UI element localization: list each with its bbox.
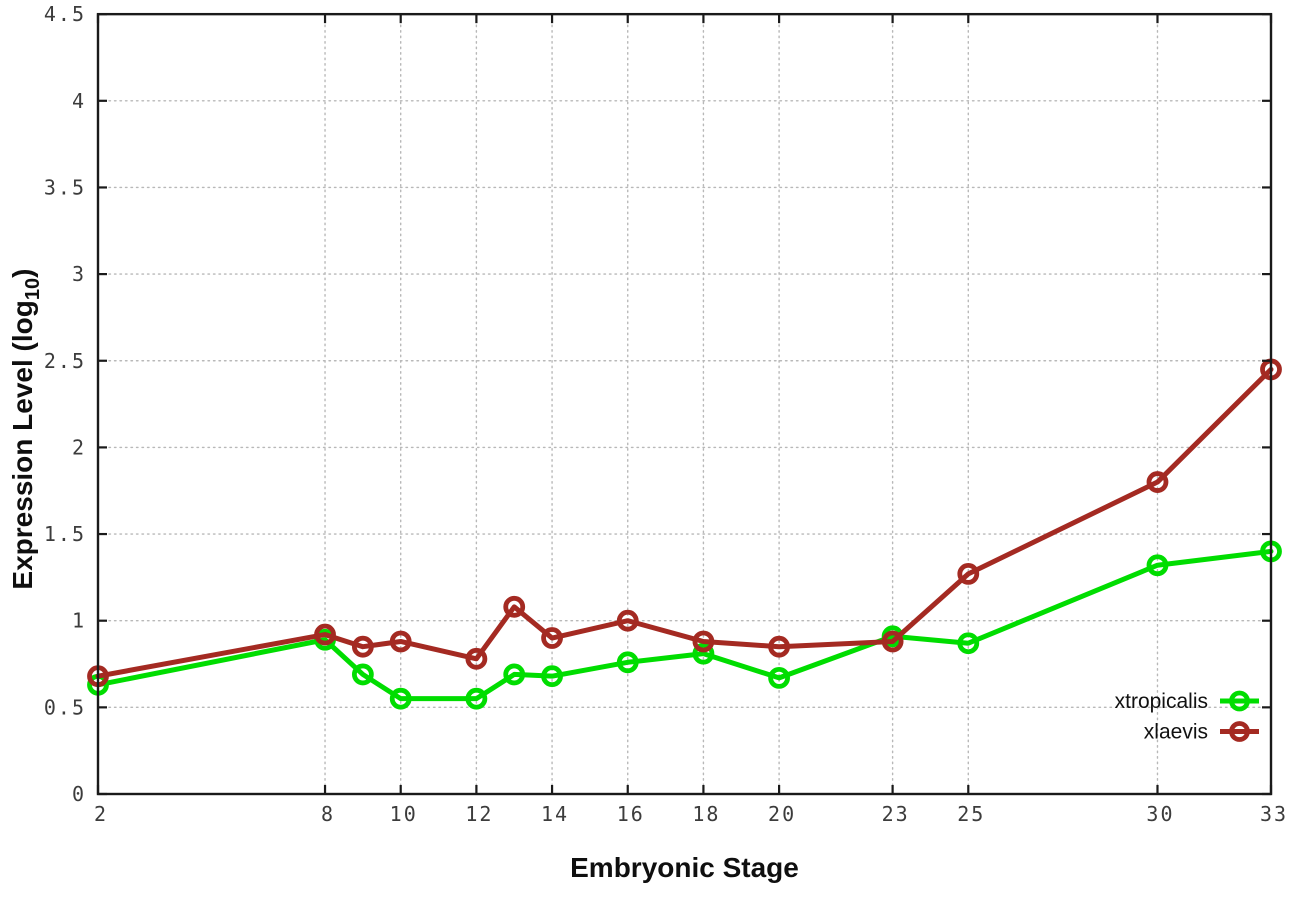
series-layer [87, 358, 1282, 710]
data-point-xtropicalis [692, 642, 715, 665]
data-point-xlaevis [881, 630, 904, 653]
plot-border [96, 12, 1273, 796]
y-tick-label: 3 [72, 262, 86, 286]
data-point-xlaevis [389, 630, 412, 653]
data-point-xtropicalis [503, 663, 526, 686]
x-tick-label: 14 [541, 802, 569, 826]
y-tick-label: 0 [72, 782, 86, 806]
data-point-xlaevis [616, 609, 639, 632]
label-layer: 2 8 10 12 14 16 18 20 23 25 30 33 0 0.5 1 1.5 2 2.5 3 3.5 4 4… [7, 2, 1288, 883]
y-tick-label: 2 [72, 435, 86, 459]
y-tick-label: 4 [72, 89, 86, 113]
y-tick-label: 1 [72, 609, 86, 633]
data-point-xtropicalis [957, 632, 980, 655]
series-line-xtropicalis [95, 548, 1274, 702]
y-tick-label: 3.5 [44, 175, 86, 199]
data-point-xtropicalis [351, 663, 374, 686]
legend-sample-marker-xlaevis [1229, 721, 1250, 742]
y-tick-label: 2.5 [44, 349, 86, 373]
x-tick-label: 20 [768, 802, 796, 826]
x-tick-label: 10 [390, 802, 418, 826]
x-tick-label: 12 [465, 802, 493, 826]
legend-row-xtropicalis: xtropicalis [1115, 690, 1259, 713]
data-point-xlaevis [692, 630, 715, 653]
data-point-xlaevis [314, 623, 336, 646]
series-line-xlaevis [95, 366, 1274, 679]
data-point-xtropicalis [616, 651, 639, 674]
data-point-xtropicalis [389, 687, 412, 710]
x-tick-label: 18 [692, 802, 720, 826]
data-point-xlaevis [1146, 471, 1169, 493]
x-tick-label: 2 [94, 802, 108, 826]
legend-label-xtropicalis: xtropicalis [1115, 690, 1208, 713]
data-point-xtropicalis [465, 687, 488, 710]
x-tick-label: 25 [957, 802, 985, 826]
legend: xtropicalis xlaevis [1115, 690, 1259, 744]
data-point-xlaevis [465, 647, 488, 670]
data-point-xtropicalis [1146, 554, 1169, 577]
x-axis-title: Embryonic Stage [570, 852, 799, 883]
data-point-xlaevis [957, 563, 980, 585]
data-point-xlaevis [351, 635, 374, 658]
x-tick-label: 23 [882, 802, 910, 826]
x-tick-label: 16 [617, 802, 645, 826]
y-tick-label: 1.5 [44, 522, 86, 546]
legend-label-xlaevis: xlaevis [1144, 721, 1208, 744]
x-tick-label: 33 [1260, 802, 1288, 826]
data-point-xlaevis [768, 635, 790, 658]
data-point-xlaevis [541, 627, 563, 649]
grid-layer [97, 13, 1272, 795]
y-axis-title: Expression Level (log10) [7, 269, 44, 590]
legend-row-xlaevis: xlaevis [1144, 721, 1259, 744]
data-point-xtropicalis [768, 666, 790, 689]
y-tick-label: 4.5 [44, 2, 86, 26]
x-tick-label: 8 [321, 802, 335, 826]
data-point-xlaevis [503, 595, 526, 618]
axes-layer [96, 12, 1273, 796]
x-tick-label: 30 [1146, 802, 1174, 826]
legend-sample-marker-xtropicalis [1229, 690, 1250, 712]
y-tick-label: 0.5 [44, 695, 86, 719]
data-point-xtropicalis [541, 665, 563, 688]
